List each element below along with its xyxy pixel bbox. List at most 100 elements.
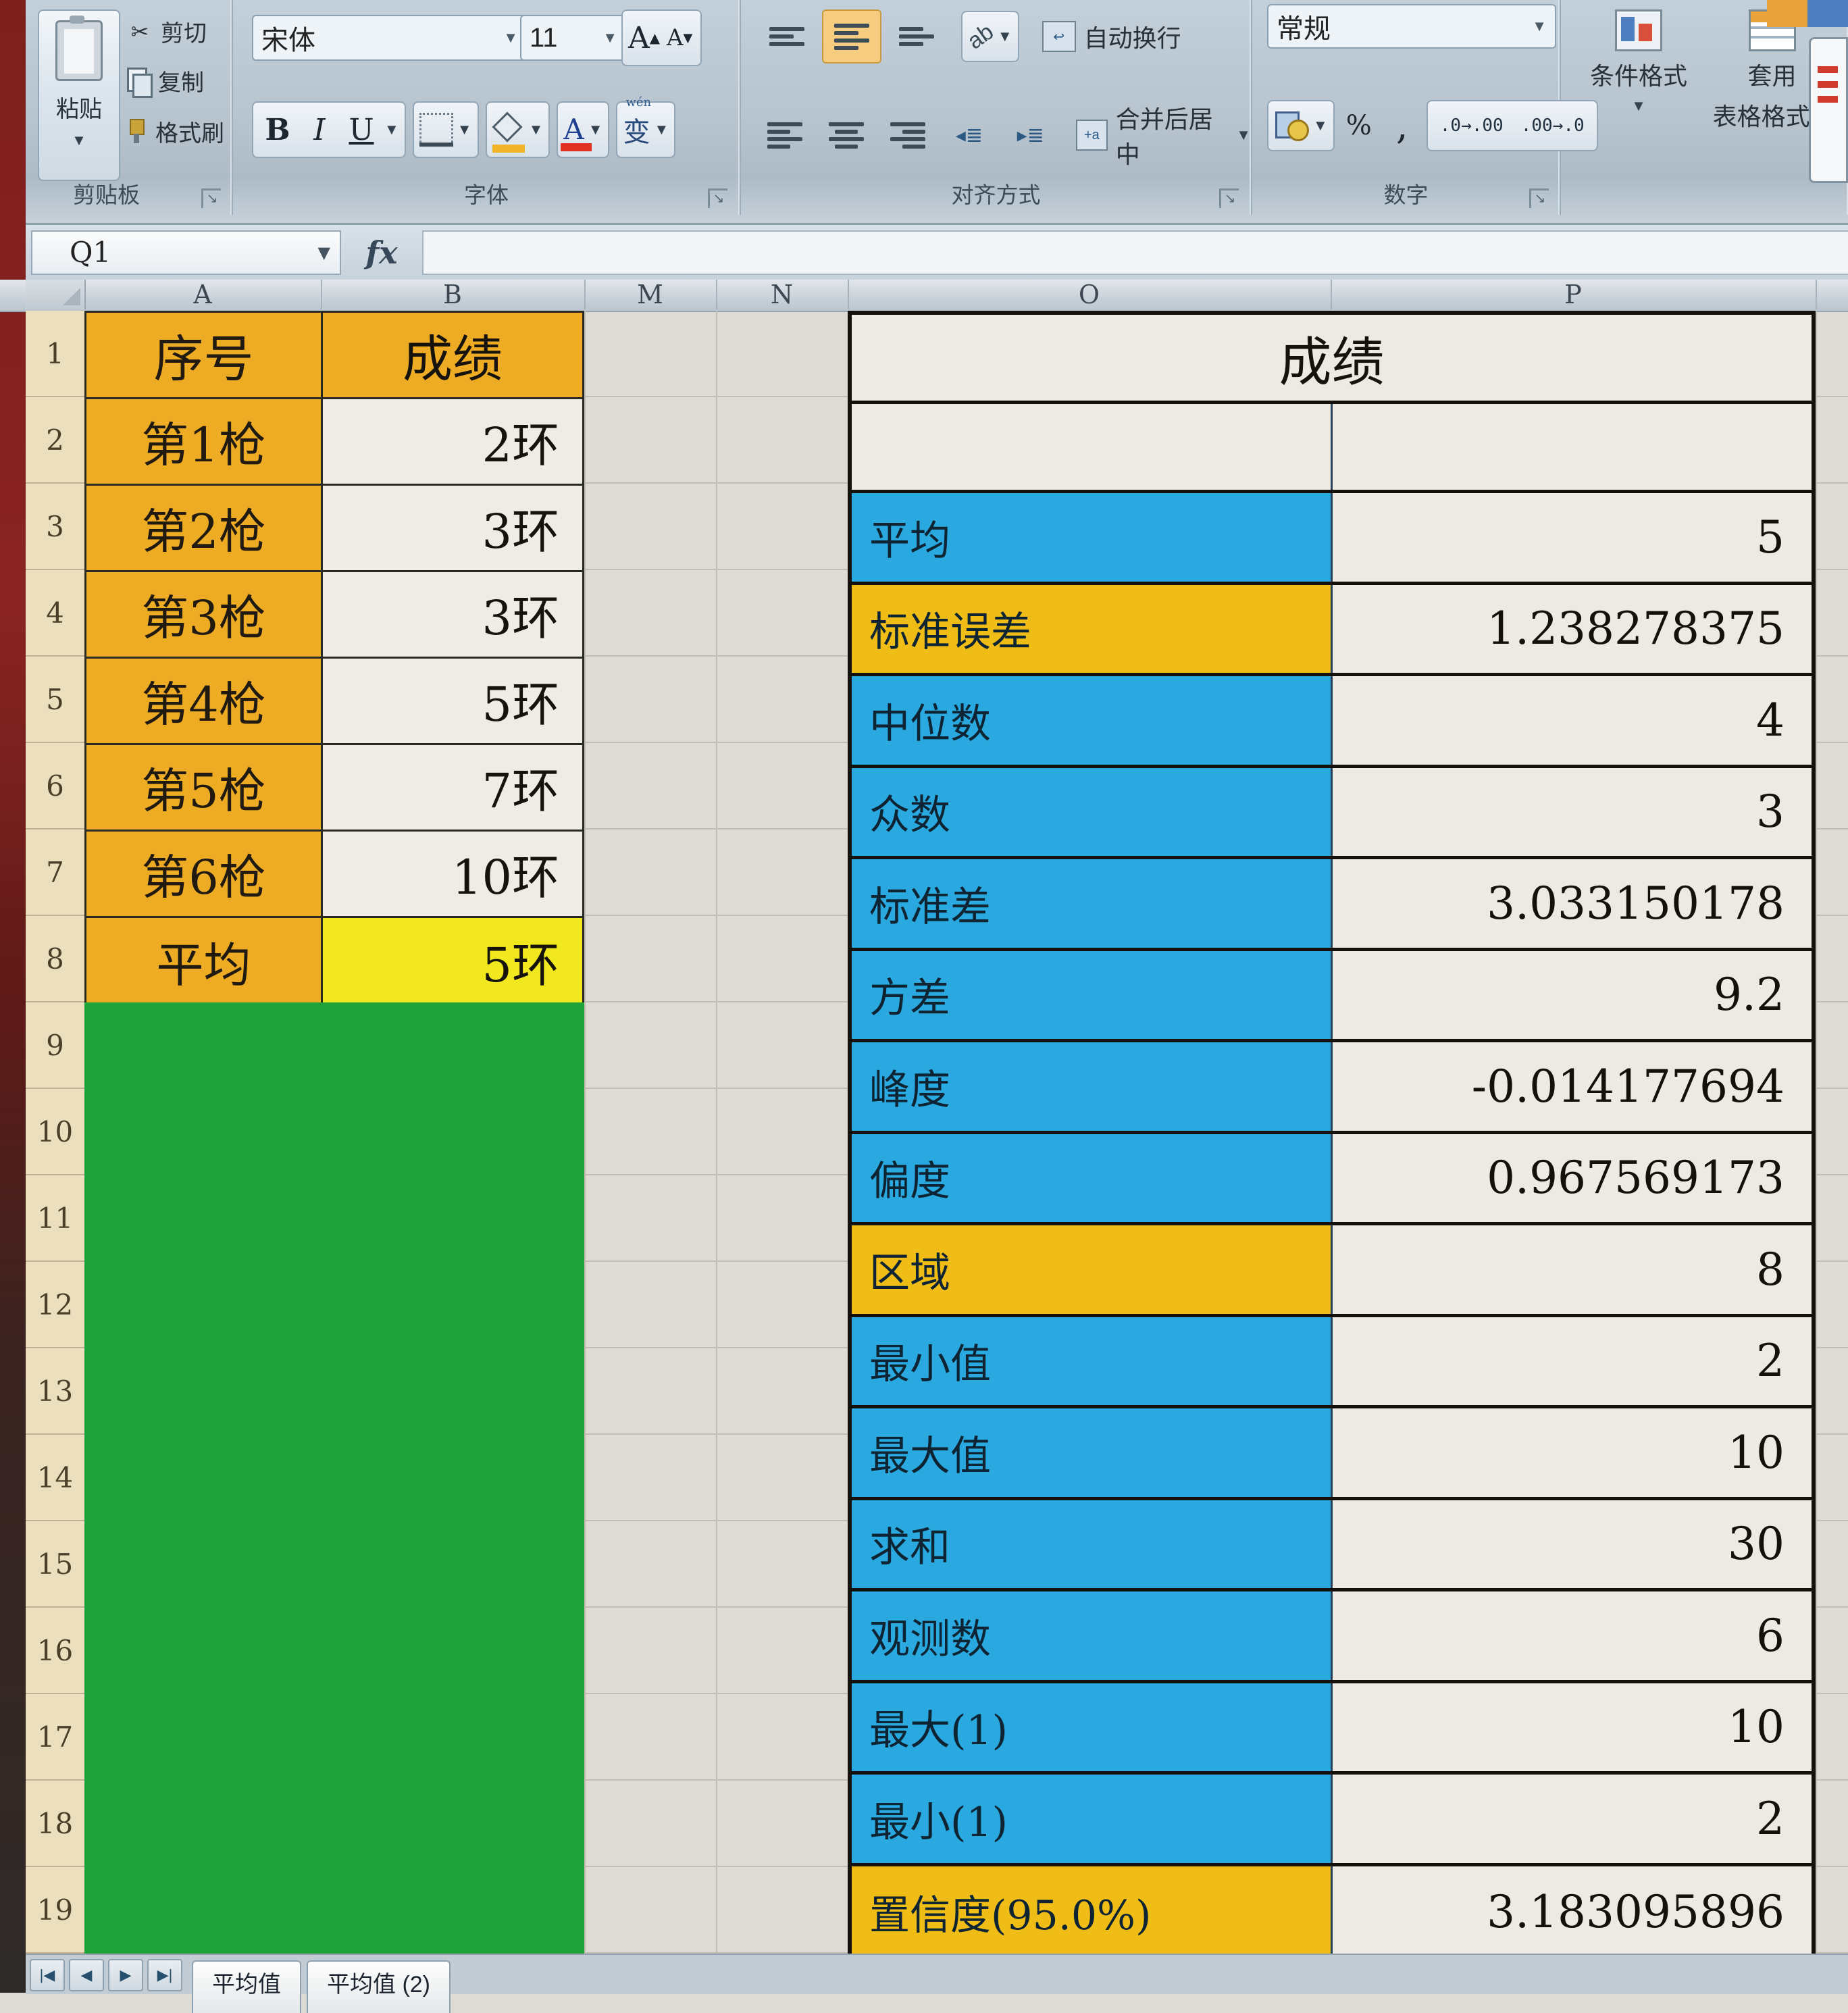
paste-dropdown-icon[interactable]: ▼: [72, 132, 86, 149]
stats-label-8[interactable]: 偏度: [852, 1133, 1333, 1222]
stats-label-2[interactable]: 标准误差: [852, 584, 1333, 673]
column-header-o[interactable]: O: [848, 280, 1332, 309]
column-header-b[interactable]: B: [321, 280, 586, 309]
decrease-indent-button[interactable]: ◂≣: [941, 108, 997, 162]
shot-label-6[interactable]: 第6枪: [86, 832, 323, 918]
row-header-6[interactable]: 6: [26, 743, 84, 830]
cells-group-partial-button[interactable]: [1809, 37, 1848, 183]
shot-value-6[interactable]: 10环: [323, 832, 582, 918]
row-header-11[interactable]: 11: [26, 1175, 84, 1262]
row-header-5[interactable]: 5: [26, 657, 84, 743]
align-center-button[interactable]: [819, 108, 875, 162]
stats-label-10[interactable]: 最小值: [852, 1317, 1333, 1405]
shot-label-2[interactable]: 第2枪: [86, 486, 323, 572]
row-header-10[interactable]: 10: [26, 1089, 84, 1175]
row-header-7[interactable]: 7: [26, 830, 84, 916]
row-header-13[interactable]: 13: [26, 1348, 84, 1435]
stats-label-12[interactable]: 求和: [852, 1500, 1333, 1588]
stats-title-cell[interactable]: 成绩: [852, 315, 1812, 404]
stats-value-9[interactable]: 8: [1333, 1225, 1812, 1314]
stats-value-15[interactable]: 2: [1333, 1775, 1812, 1863]
number-format-combo[interactable]: 常规 ▼: [1267, 4, 1556, 49]
row-header-9[interactable]: 9: [26, 1002, 84, 1089]
row-header-12[interactable]: 12: [26, 1262, 84, 1348]
shot-value-4[interactable]: 5环: [323, 659, 582, 745]
stats-label-1[interactable]: 平均: [852, 493, 1333, 582]
stats-value-4[interactable]: 3: [1333, 767, 1812, 856]
increase-decimal-button[interactable]: .0→.00: [1439, 116, 1504, 136]
column-header-m[interactable]: M: [584, 280, 717, 309]
shot-value-3[interactable]: 3环: [323, 572, 582, 659]
stats-value-3[interactable]: 4: [1333, 676, 1812, 765]
stats-label-3[interactable]: 中位数: [852, 676, 1333, 765]
stats-value-13[interactable]: 6: [1333, 1591, 1812, 1680]
insert-function-button[interactable]: fx: [365, 234, 398, 271]
wrap-text-button[interactable]: ↩ 自动换行: [1042, 19, 1181, 54]
stats-label-5[interactable]: 标准差: [852, 859, 1333, 948]
font-name-combo[interactable]: 宋体 ▼: [252, 15, 528, 61]
stats-value-2[interactable]: 1.238278375: [1333, 584, 1812, 673]
stats-label-14[interactable]: 最大(1): [852, 1683, 1333, 1771]
orientation-button[interactable]: ab ▼: [961, 11, 1019, 62]
stats-label-7[interactable]: 峰度: [852, 1042, 1333, 1131]
stats-value-11[interactable]: 10: [1333, 1408, 1812, 1497]
align-bottom-button[interactable]: [887, 9, 946, 63]
shot-value-1[interactable]: 2环: [323, 399, 582, 486]
font-size-combo[interactable]: 11 ▼: [520, 15, 627, 61]
accounting-format-button[interactable]: ▼: [1267, 100, 1335, 151]
stats-value-12[interactable]: 30: [1333, 1500, 1812, 1588]
column-header-a[interactable]: A: [84, 280, 322, 309]
underline-button[interactable]: U: [349, 112, 374, 147]
score-header-value[interactable]: 成绩: [323, 313, 582, 399]
formula-input[interactable]: [422, 230, 1848, 275]
comma-style-button[interactable]: ,: [1395, 103, 1408, 148]
stats-value-1[interactable]: 5: [1333, 493, 1812, 582]
stats-label-16[interactable]: 置信度(95.0%): [852, 1866, 1333, 1958]
stats-value-8[interactable]: 0.967569173: [1333, 1133, 1812, 1222]
row-header-4[interactable]: 4: [26, 570, 84, 657]
last-sheet-button[interactable]: ▶|: [147, 1959, 182, 1991]
stats-label-11[interactable]: 最大值: [852, 1408, 1333, 1497]
row-header-8[interactable]: 8: [26, 916, 84, 1002]
shrink-font-button[interactable]: A ▼: [666, 24, 693, 51]
stats-label-4[interactable]: 众数: [852, 767, 1333, 856]
first-sheet-button[interactable]: |◀: [30, 1959, 65, 1991]
align-right-button[interactable]: [880, 108, 936, 162]
row-header-17[interactable]: 17: [26, 1694, 84, 1781]
underline-dropdown-icon[interactable]: ▼: [384, 121, 399, 138]
average-value[interactable]: 5环: [323, 918, 582, 1004]
row-header-3[interactable]: 3: [26, 484, 84, 570]
border-button[interactable]: ▼: [412, 101, 479, 158]
shot-label-3[interactable]: 第3枪: [86, 572, 323, 659]
row-header-2[interactable]: 2: [26, 397, 84, 484]
stats-label-15[interactable]: 最小(1): [852, 1775, 1333, 1863]
row-header-16[interactable]: 16: [26, 1608, 84, 1694]
row-header-19[interactable]: 19: [26, 1867, 84, 1954]
copy-button[interactable]: 复制: [127, 64, 204, 98]
score-header-label[interactable]: 序号: [86, 313, 323, 399]
fill-color-button[interactable]: ▼: [485, 101, 550, 158]
column-header-n[interactable]: N: [716, 280, 849, 309]
decrease-decimal-button[interactable]: .00→.0: [1520, 116, 1585, 136]
alignment-dialog-launcher-icon[interactable]: ↘: [1219, 188, 1239, 208]
stats-value-7[interactable]: -0.014177694: [1333, 1042, 1812, 1131]
stats-value-5[interactable]: 3.033150178: [1333, 859, 1812, 948]
stats-label-13[interactable]: 观测数: [852, 1591, 1333, 1680]
stats-label-9[interactable]: 区域: [852, 1225, 1333, 1314]
increase-indent-button[interactable]: ▸≣: [1002, 108, 1058, 162]
cut-button[interactable]: ✂ 剪切: [127, 15, 207, 48]
shot-label-1[interactable]: 第1枪: [86, 399, 323, 486]
shot-value-5[interactable]: 7环: [323, 745, 582, 832]
stats-value-14[interactable]: 10: [1333, 1683, 1812, 1771]
merge-center-button[interactable]: +a 合并后居中 ▼: [1076, 100, 1251, 170]
shot-label-5[interactable]: 第5枪: [86, 745, 323, 832]
average-label[interactable]: 平均: [86, 918, 323, 1004]
name-box[interactable]: Q1 ▼: [31, 230, 341, 275]
paste-button[interactable]: 粘贴 ▼: [38, 9, 120, 181]
column-header-p[interactable]: P: [1331, 280, 1817, 309]
number-dialog-launcher-icon[interactable]: ↘: [1529, 188, 1549, 208]
stats-label-6[interactable]: 方差: [852, 950, 1333, 1039]
percent-style-button[interactable]: %: [1345, 110, 1372, 141]
sheet-tab-1[interactable]: 平均值: [192, 1960, 301, 2013]
clipboard-dialog-launcher-icon[interactable]: ↘: [201, 188, 221, 208]
